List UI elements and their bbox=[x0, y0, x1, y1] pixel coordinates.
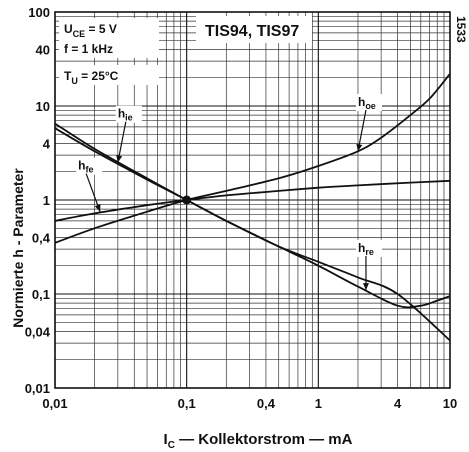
y-tick-label: 10 bbox=[36, 99, 50, 114]
x-axis-label-text: — Kollektorstrom — mA bbox=[175, 431, 353, 448]
y-tick-label: 1 bbox=[43, 193, 50, 208]
condition-subscript: U bbox=[71, 76, 78, 86]
device-label-box bbox=[196, 16, 312, 43]
condition-value: = 5 V bbox=[85, 22, 117, 36]
condition-symbol: T bbox=[64, 69, 72, 83]
curve-label-bg bbox=[355, 94, 382, 111]
condition-text: f = 1 kHz bbox=[64, 42, 113, 56]
curve-label-arrowhead bbox=[356, 143, 363, 152]
curve-label-symbol: h bbox=[358, 95, 365, 109]
x-tick-labels: 0,01 0,1 0,4 1 4 10 bbox=[42, 396, 457, 411]
curve-label-bg bbox=[115, 105, 142, 123]
y-tick-label: 0,04 bbox=[25, 324, 51, 339]
plot-frame bbox=[54, 11, 451, 389]
condition-symbol: f bbox=[64, 42, 69, 56]
curve-label-symbol: h bbox=[358, 241, 365, 255]
curve-label-h-re: hre bbox=[358, 241, 374, 257]
x-tick-label: 0,4 bbox=[257, 396, 276, 411]
condition-bg bbox=[59, 38, 159, 58]
x-tick-label: 0,1 bbox=[178, 396, 196, 411]
x-tick-label: 0,01 bbox=[42, 396, 67, 411]
condition-symbol: U bbox=[64, 22, 73, 36]
curve-label-symbol: h bbox=[78, 159, 85, 173]
curve-h-fe bbox=[54, 179, 451, 222]
curve-label-subscript: fe bbox=[86, 165, 94, 175]
x-axis-label: IC — Kollektorstrom — mA bbox=[164, 431, 353, 451]
figure-number: 1533 bbox=[454, 16, 468, 43]
curve-label-leader bbox=[357, 109, 367, 152]
curve-h-ie bbox=[54, 122, 451, 342]
curve-h-re bbox=[54, 127, 451, 309]
condition-value: = 25°C bbox=[78, 69, 119, 83]
curve-label-subscript: ie bbox=[125, 113, 133, 123]
curve-label-arrowhead bbox=[94, 204, 101, 212]
y-tick-label: 0,4 bbox=[32, 230, 51, 245]
curve-label-subscript: re bbox=[365, 247, 374, 257]
y-tick-label: 4 bbox=[43, 136, 51, 151]
x-tick-label: 10 bbox=[443, 396, 457, 411]
y-tick-label: 40 bbox=[36, 42, 50, 57]
curves bbox=[54, 73, 451, 342]
y-tick-label: 0,01 bbox=[25, 381, 50, 396]
curve-label-arrowhead bbox=[116, 155, 123, 163]
condition-text: TU = 25°C bbox=[64, 69, 119, 86]
x-tick-label: 4 bbox=[394, 396, 402, 411]
y-tick-label: 100 bbox=[28, 5, 50, 20]
curve-label-h-oe: hoe bbox=[358, 95, 376, 111]
curve-label-symbol: h bbox=[118, 107, 125, 121]
y-tick-labels: 100 40 10 4 1 0,4 0,1 0,04 0,01 bbox=[25, 5, 51, 396]
curve-label-h-fe: hfe bbox=[78, 159, 93, 175]
y-tick-label: 0,1 bbox=[32, 287, 50, 302]
curve-label-bg bbox=[355, 239, 382, 257]
curve-label-h-ie: hie bbox=[118, 107, 133, 123]
curve-label-arrowhead bbox=[362, 283, 369, 291]
condition-text: UCE = 5 V bbox=[64, 22, 117, 39]
curve-label-subscript: oe bbox=[365, 101, 376, 111]
x-tick-label: 1 bbox=[315, 396, 322, 411]
intersection-point bbox=[182, 195, 192, 205]
curve-label-bg bbox=[76, 157, 103, 175]
y-axis-label: Normierte h - Parameter bbox=[10, 168, 26, 328]
x-axis-label-symbol: I bbox=[164, 431, 168, 448]
x-axis-label-subscript: C bbox=[168, 440, 175, 451]
condition-bg bbox=[59, 65, 159, 85]
condition-value: = 1 kHz bbox=[68, 42, 113, 56]
curve-h-oe bbox=[54, 73, 451, 244]
condition-subscript: CE bbox=[73, 29, 86, 39]
condition-bg bbox=[59, 18, 159, 38]
device-label: TIS94, TIS97 bbox=[205, 23, 299, 40]
